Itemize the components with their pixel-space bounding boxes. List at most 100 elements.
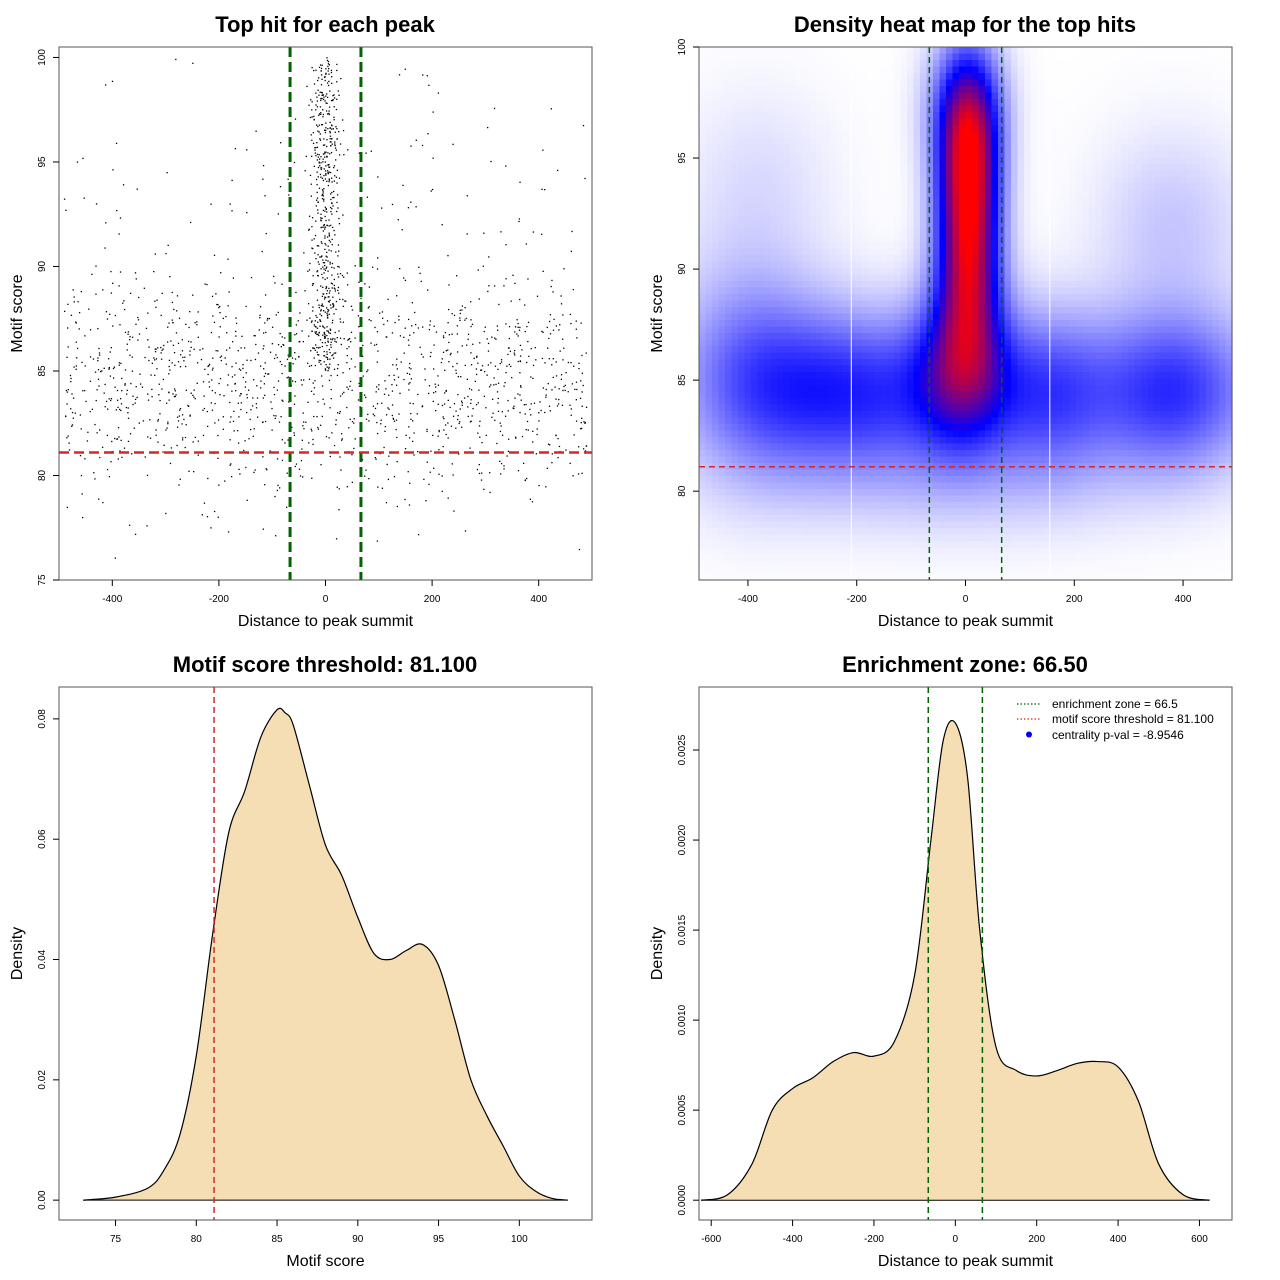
heatmap-cell — [822, 398, 830, 406]
heatmap-cell — [894, 359, 902, 367]
scatter-point — [262, 332, 265, 334]
heatmap-cell — [770, 528, 778, 536]
scatter-point — [169, 369, 171, 371]
scatter-point — [284, 365, 286, 367]
heatmap-cell — [796, 469, 804, 477]
heatmap-cell — [796, 268, 804, 276]
scatter-point — [422, 326, 424, 328]
heatmap-cell — [790, 209, 798, 217]
scatter-point — [334, 147, 337, 149]
scatter-point — [323, 332, 326, 334]
scatter-point — [125, 406, 128, 409]
heatmap-cell — [809, 346, 817, 354]
heatmap-cell — [790, 222, 798, 230]
heatmap-cell — [887, 352, 895, 360]
scatter-point — [316, 271, 318, 273]
scatter-point — [447, 497, 449, 499]
heatmap-cell — [796, 437, 804, 445]
heatmap-cell — [712, 521, 720, 529]
scatter-point — [280, 346, 282, 348]
heatmap-cell — [718, 411, 726, 419]
heatmap-cell — [881, 508, 889, 516]
scatter-point — [393, 475, 396, 478]
panel-heatmap: Density heat map for the top hits -400 -2… — [649, 12, 1233, 630]
heatmap-cell — [881, 541, 889, 549]
heatmap-cell — [712, 424, 720, 432]
heatmap-cell — [829, 151, 837, 159]
scatter-point — [87, 431, 89, 433]
heatmap-cell — [907, 86, 915, 94]
scatter-point — [319, 325, 321, 327]
heatmap-cell — [842, 105, 850, 113]
heatmap-cell — [725, 112, 733, 120]
scatter-point — [325, 244, 327, 246]
scatter-point — [377, 176, 379, 178]
heatmap-cell — [731, 255, 739, 263]
heatmap-cell — [751, 151, 759, 159]
heatmap-cell — [777, 125, 785, 133]
heatmap-cell — [705, 105, 713, 113]
heatmap-cell — [751, 138, 759, 146]
heatmap-cell — [770, 495, 778, 503]
heatmap-cell — [907, 99, 915, 107]
scatter-point — [239, 369, 242, 371]
heatmap-cell — [777, 86, 785, 94]
scatter-point — [338, 177, 341, 179]
scatter-point — [322, 144, 325, 146]
scatter-point — [570, 362, 572, 364]
heatmap-cell — [725, 196, 733, 204]
scatter-point — [146, 474, 149, 477]
scatter-point — [514, 354, 516, 356]
heatmap-cell — [738, 346, 746, 354]
heatmap-cell — [790, 235, 798, 243]
scatter-point — [335, 159, 337, 161]
heatmap-cell — [816, 489, 824, 497]
scatter-point — [497, 410, 500, 412]
scatter-point — [329, 358, 331, 360]
heatmap-cell — [907, 164, 915, 172]
heatmap-cell — [887, 222, 895, 230]
scatter-point — [66, 437, 68, 439]
heatmap-cell — [835, 391, 843, 399]
heatmap-cell — [744, 79, 752, 87]
heatmap-cell — [718, 235, 726, 243]
heatmap-cell — [848, 151, 856, 159]
heatmap-cell — [725, 359, 733, 367]
heatmap-cell — [731, 573, 739, 581]
heatmap-cell — [712, 287, 720, 295]
heatmap-cell — [809, 203, 817, 211]
scatter-point — [325, 129, 327, 131]
heatmap-cell — [809, 79, 817, 87]
scatter-point — [458, 453, 460, 455]
scatter-point — [365, 418, 368, 420]
heatmap-cell — [861, 242, 869, 250]
heatmap-cell — [835, 430, 843, 438]
heatmap-cell — [907, 131, 915, 139]
heatmap-cell — [868, 534, 876, 542]
scatter-point — [342, 129, 345, 132]
scatter-point — [322, 109, 324, 111]
heatmap-cell — [699, 183, 707, 191]
heatmap-cell — [770, 53, 778, 61]
scatter-point — [167, 244, 169, 246]
heatmap-cell — [900, 443, 908, 451]
scatter-point — [383, 323, 385, 326]
scatter-point — [557, 437, 559, 440]
scatter-point — [330, 141, 332, 143]
scatter-point — [544, 411, 546, 414]
heatmap-cell — [731, 92, 739, 100]
scatter-point — [438, 473, 440, 475]
scatter-point — [318, 332, 320, 334]
scatter-point — [583, 421, 585, 423]
heatmap-cell — [829, 450, 837, 458]
heatmap-cell — [757, 274, 765, 282]
heatmap-cell — [757, 99, 765, 107]
heatmap-cell — [751, 86, 759, 94]
heatmap-cell — [764, 268, 772, 276]
scatter-point — [311, 139, 313, 141]
heatmap-cell — [744, 157, 752, 165]
heatmap-cell — [718, 430, 726, 438]
scatter-point — [327, 172, 329, 174]
heatmap-cell — [907, 138, 915, 146]
scatter-point — [163, 344, 165, 347]
